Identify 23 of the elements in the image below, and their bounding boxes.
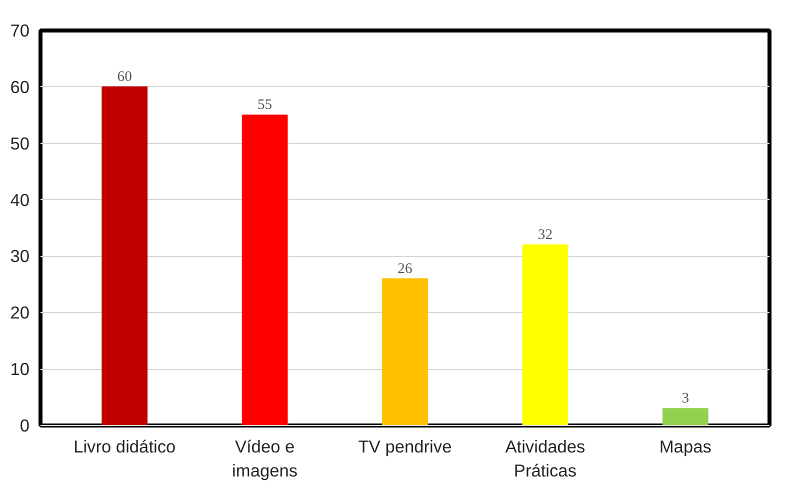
bar (102, 86, 148, 426)
data-label: 60 (117, 68, 132, 85)
x-tick-label: Vídeo e imagens (232, 436, 298, 480)
y-tick-label: 20 (10, 302, 30, 323)
bar (662, 408, 708, 426)
y-tick-label: 50 (10, 133, 30, 154)
x-tick-label: TV pendrive (358, 436, 452, 456)
data-label: 3 (682, 390, 690, 407)
y-tick-label: 70 (10, 20, 30, 40)
bar (522, 244, 568, 426)
y-tick-label: 10 (10, 359, 30, 380)
y-tick-label: 60 (10, 76, 30, 97)
y-tick-label: 30 (10, 246, 30, 266)
bar (382, 278, 428, 426)
x-tick-label: Atividades Práticas (505, 436, 586, 480)
bar (242, 114, 288, 426)
x-tick-label: Livro didático (74, 436, 176, 456)
data-label: 32 (538, 226, 553, 243)
x-tick-label: Mapas (659, 436, 712, 456)
y-tick-label: 40 (10, 190, 30, 210)
data-label: 55 (257, 97, 272, 114)
y-tick-label: 0 (20, 416, 30, 436)
data-label: 26 (398, 260, 412, 277)
